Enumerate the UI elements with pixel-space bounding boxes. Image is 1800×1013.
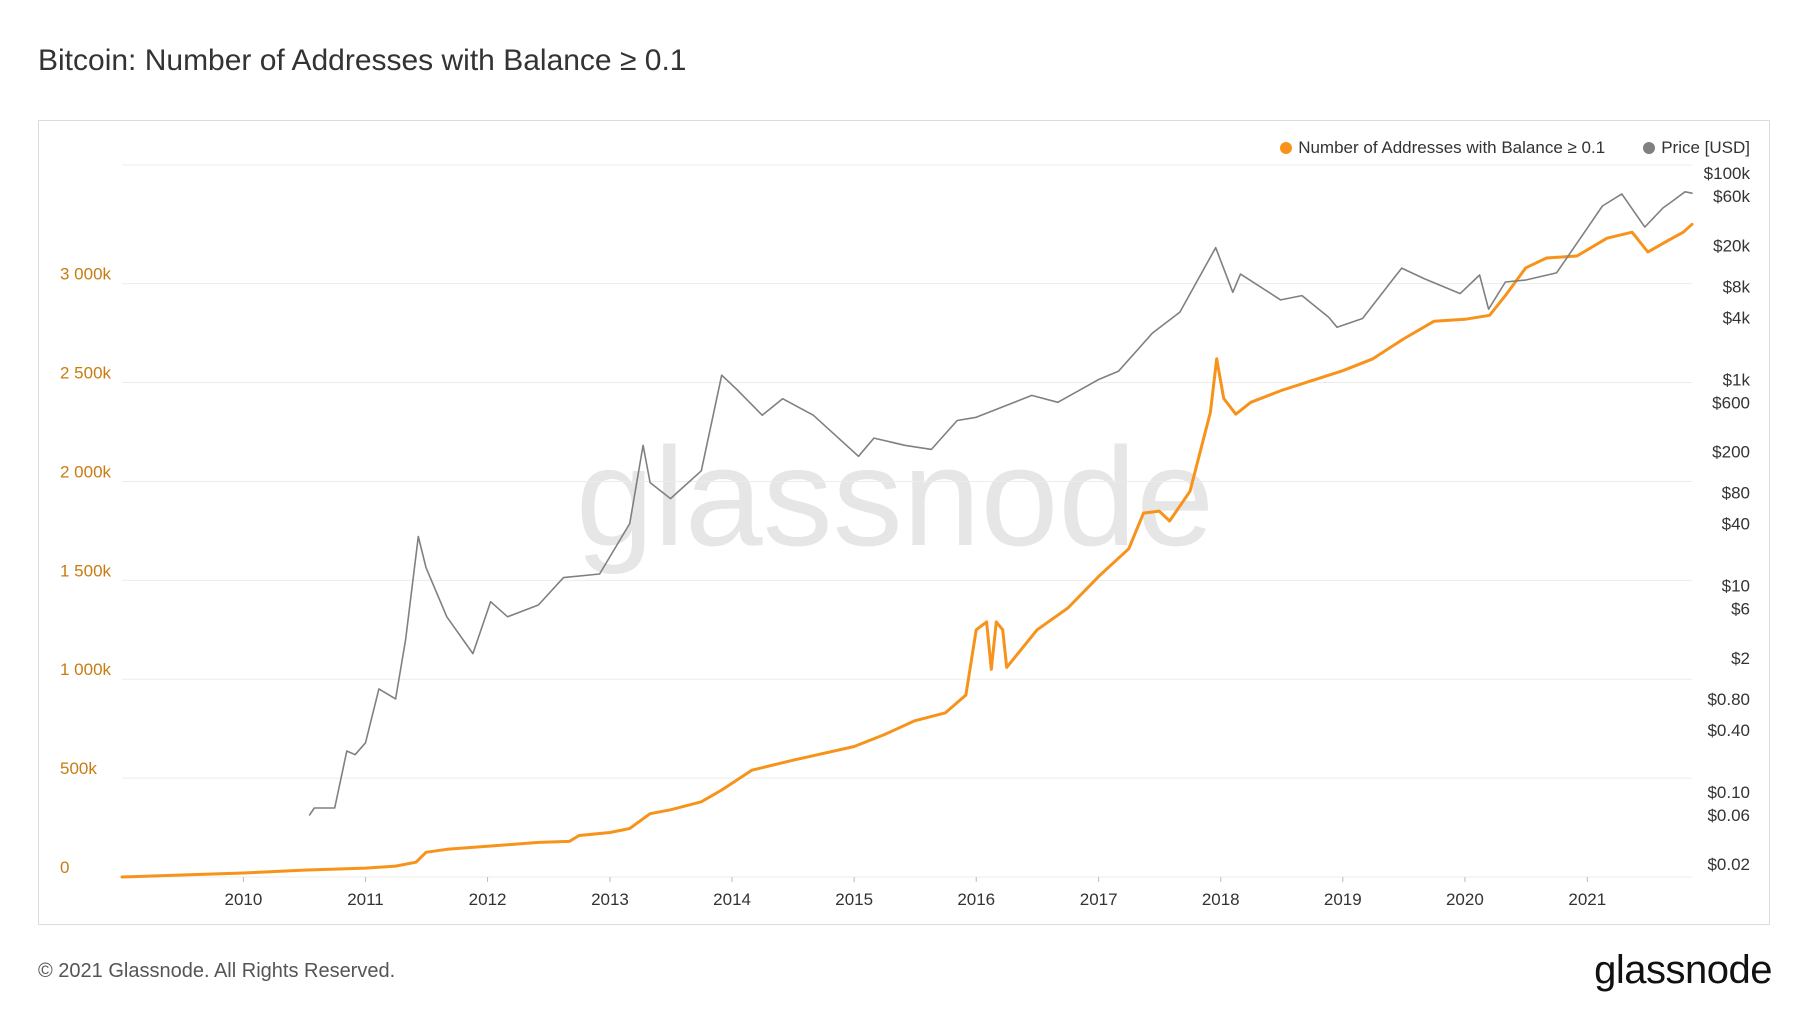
- x-tick-label: 2018: [1202, 890, 1240, 909]
- left-tick-label: 1 000k: [60, 660, 112, 679]
- chart-panel: [38, 120, 1770, 925]
- brand-logo: glassnode: [1594, 948, 1772, 992]
- x-tick-label: 2014: [713, 890, 751, 909]
- copyright-footer: © 2021 Glassnode. All Rights Reserved.: [38, 960, 396, 982]
- legend-item-addresses[interactable]: Number of Addresses with Balance ≥ 0.1: [1280, 138, 1605, 158]
- x-tick-label: 2013: [591, 890, 629, 909]
- grid-lines: [122, 164, 1692, 878]
- x-tick-label: 2010: [224, 890, 262, 909]
- left-tick-label: 0: [60, 858, 69, 877]
- series-line-addresses: [120, 222, 1694, 879]
- left-axis: 0 500k 1 000k 1 500k 2 000k 2 500k 3 000k: [60, 265, 112, 877]
- left-tick-label: 2 000k: [60, 462, 112, 481]
- right-tick-label: $4k: [1723, 308, 1751, 327]
- right-tick-label: $8k: [1723, 277, 1751, 296]
- legend-label-addresses: Number of Addresses with Balance ≥ 0.1: [1298, 138, 1606, 157]
- right-tick-label: $2: [1731, 649, 1750, 668]
- right-axis: $100k $60k $20k $8k $4k $1k $600 $200 $80 $40 $10 $…: [1704, 164, 1751, 874]
- right-tick-label: $0.10: [1707, 783, 1750, 802]
- right-tick-label: $0.80: [1707, 690, 1750, 709]
- legend-dot-price: [1643, 142, 1656, 154]
- left-tick-label: 1 500k: [60, 561, 112, 580]
- x-tick-label: 2021: [1568, 890, 1606, 909]
- right-tick-label: $40: [1722, 515, 1750, 534]
- x-tick-label: 2020: [1446, 890, 1484, 909]
- left-tick-label: 2 500k: [60, 364, 112, 383]
- left-tick-label: 500k: [60, 759, 97, 778]
- right-tick-label: $200: [1712, 443, 1750, 462]
- watermark: glassnode: [576, 418, 1214, 575]
- x-tick-label: 2011: [347, 890, 384, 909]
- x-tick-label: 2017: [1080, 890, 1118, 909]
- right-tick-label: $20k: [1713, 236, 1750, 255]
- right-tick-label: $60k: [1713, 187, 1750, 206]
- x-tick-label: 2015: [835, 890, 873, 909]
- right-tick-label: $0.40: [1707, 721, 1750, 740]
- right-tick-label: $600: [1712, 393, 1750, 412]
- x-tick-label: 2019: [1324, 890, 1362, 909]
- series-line-price: [308, 191, 1693, 816]
- right-tick-label: $6: [1731, 600, 1750, 619]
- legend: Number of Addresses with Balance ≥ 0.1 P…: [1280, 138, 1750, 158]
- page-title: Bitcoin: Number of Addresses with Balanc…: [38, 44, 687, 77]
- legend-label-price: Price [USD]: [1661, 138, 1750, 157]
- right-tick-label: $0.06: [1707, 806, 1750, 825]
- right-tick-label: $100k: [1704, 164, 1751, 183]
- x-tick-label: 2016: [957, 890, 995, 909]
- legend-item-price[interactable]: Price [USD]: [1643, 138, 1750, 158]
- right-tick-label: $0.02: [1707, 855, 1750, 874]
- right-tick-label: $10: [1722, 577, 1750, 596]
- legend-dot-addresses: [1280, 142, 1293, 154]
- left-tick-label: 3 000k: [60, 265, 112, 284]
- x-axis: 2010 2011 2012 2013 2014 2015 2016 2017 2018 2019…: [224, 877, 1606, 909]
- series-layer: [120, 191, 1694, 879]
- x-tick-label: 2012: [469, 890, 507, 909]
- right-tick-label: $80: [1722, 484, 1750, 503]
- right-tick-label: $1k: [1723, 370, 1751, 389]
